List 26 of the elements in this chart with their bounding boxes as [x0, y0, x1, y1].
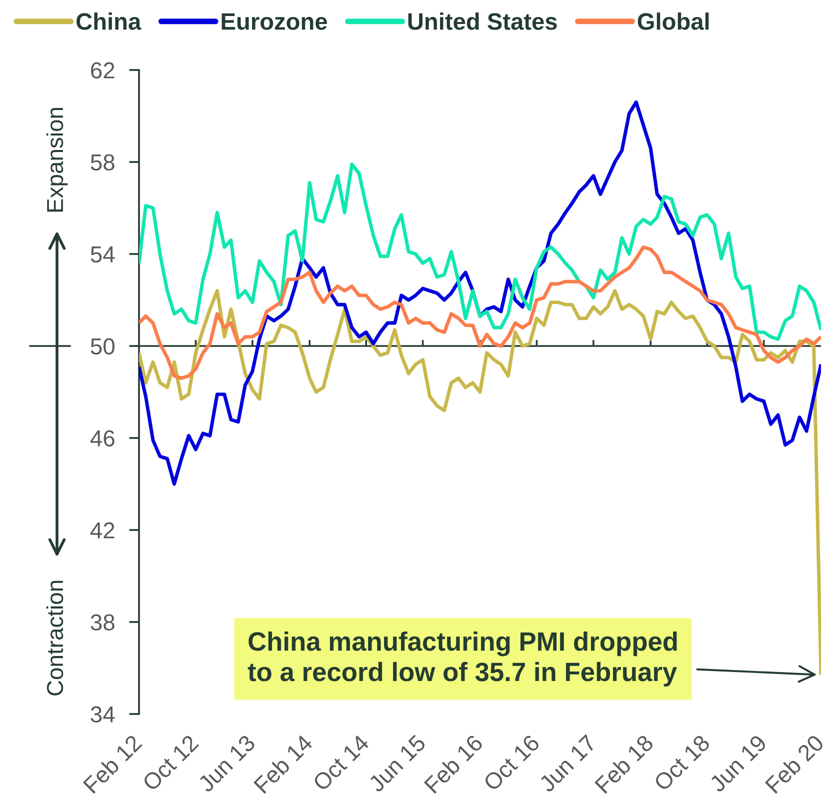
y-tick-label: 38: [90, 614, 114, 631]
y-tick-label: 58: [90, 154, 114, 171]
y-tick-label: 62: [91, 62, 114, 79]
x-tick-label: Feb 20: [764, 733, 825, 794]
text: Expansion: [46, 108, 68, 212]
legend-label: Global: [638, 12, 709, 30]
x-tick-label: Feb 16: [423, 734, 484, 794]
x-tick-label: Oct 14: [312, 734, 370, 792]
x-tick-label: Oct 12: [142, 734, 200, 792]
x-tick-label: Oct 18: [653, 734, 711, 792]
y-tick-label: 54: [90, 246, 115, 263]
line-series: [139, 245, 821, 380]
x-tick-label: Feb 18: [594, 734, 654, 794]
legend-label: Eurozone: [222, 13, 327, 30]
line-series: [139, 100, 821, 486]
line-series: [139, 162, 821, 341]
annotation: China manufacturing PMI dropped to a record low of 35.7 in February: [248, 631, 678, 687]
y-tick-label: 46: [90, 430, 114, 447]
x-tick-label: Oct 16: [482, 734, 540, 792]
x-tick-label: Feb 12: [82, 734, 143, 794]
y-tick-label: 50: [90, 338, 114, 355]
legend-label: China: [76, 12, 142, 30]
text: Contraction: [46, 580, 64, 696]
y-tick-label: 42: [90, 522, 114, 538]
y-tick-label: 34: [90, 706, 115, 723]
legend-label: United States: [408, 12, 557, 30]
